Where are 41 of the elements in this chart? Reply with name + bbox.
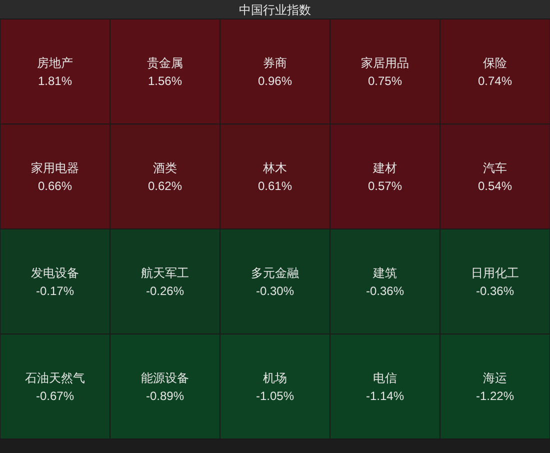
data-label: 0.61% xyxy=(258,179,292,193)
data-label: -0.36% xyxy=(476,284,514,298)
data-label: 0.74% xyxy=(478,74,512,88)
category-label: 日用化工 xyxy=(471,266,519,280)
category-label: 电信 xyxy=(373,371,397,385)
category-label: 机场 xyxy=(263,371,287,385)
text: 中国行业指数 xyxy=(239,3,311,17)
data-label: 0.66% xyxy=(38,179,72,193)
category-label: 房地产 xyxy=(37,56,73,70)
data-label: -0.26% xyxy=(146,284,184,298)
category-label: 海运 xyxy=(483,371,507,385)
data-label: 0.57% xyxy=(368,179,402,193)
data-label: 0.62% xyxy=(148,179,182,193)
category-label: 贵金属 xyxy=(147,56,183,70)
category-label: 能源设备 xyxy=(141,371,189,385)
category-label: 发电设备 xyxy=(31,266,79,280)
data-label: 0.75% xyxy=(368,74,402,88)
data-label: -1.14% xyxy=(366,389,404,403)
data-label: -1.05% xyxy=(256,389,294,403)
data-label: 0.54% xyxy=(478,179,512,193)
data-label: -0.30% xyxy=(256,284,294,298)
category-label: 林木 xyxy=(262,161,287,175)
category-label: 家用电器 xyxy=(31,161,79,175)
category-label: 建筑 xyxy=(372,266,397,280)
category-label: 多元金融 xyxy=(251,266,299,280)
data-label: 1.56% xyxy=(148,74,182,88)
data-label: -0.89% xyxy=(146,389,184,403)
category-label: 券商 xyxy=(263,56,287,70)
category-label: 家居用品 xyxy=(361,56,409,70)
category-label: 汽车 xyxy=(483,161,507,175)
category-label: 酒类 xyxy=(153,161,177,175)
category-label: 保险 xyxy=(483,56,507,70)
data-label: -0.67% xyxy=(36,389,74,403)
data-label: -0.36% xyxy=(366,284,404,298)
category-label: 建材 xyxy=(372,161,397,175)
data-label: -0.17% xyxy=(36,284,74,298)
category-label: 石油天然气 xyxy=(25,371,85,385)
data-label: 0.96% xyxy=(258,74,292,88)
data-label: 1.81% xyxy=(38,74,72,88)
data-label: -1.22% xyxy=(476,389,514,403)
category-label: 航天军工 xyxy=(141,266,189,280)
